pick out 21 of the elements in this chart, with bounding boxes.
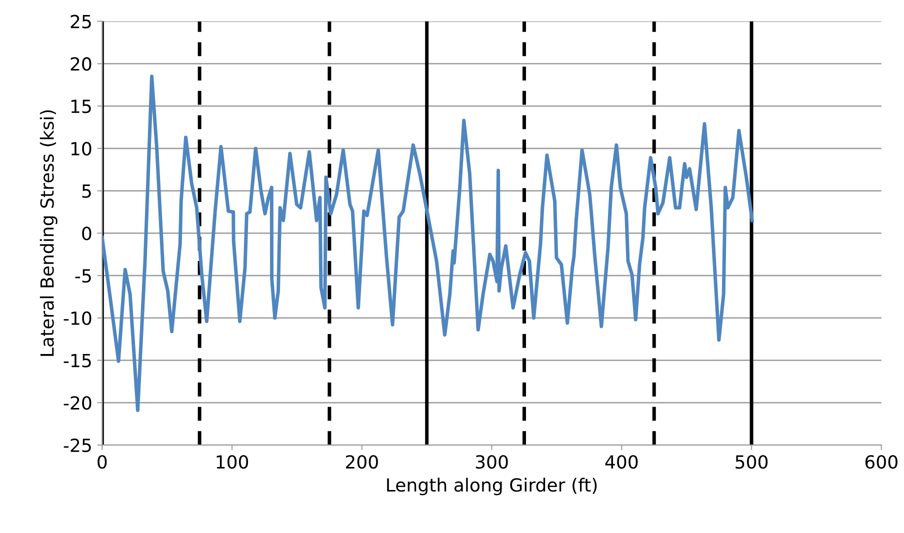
x-tick-label: 600 [865,455,898,469]
y-tick-label: -25 [64,438,91,452]
x-tick-label: 0 [98,455,107,469]
y-tick-label: 15 [71,100,91,114]
y-tick-label: -10 [64,311,92,326]
x-tick-label: 500 [736,455,768,469]
x-tick-label: 100 [216,455,248,469]
line-series [102,74,754,412]
x-tick-label: 300 [476,455,508,469]
x-axis-title: Length along Girder (ft) [387,478,597,496]
y-tick-label: 25 [70,14,91,28]
y-axis-title: Lateral Bending Stress (ksi) [40,110,58,356]
y-tick-label: 0 [82,226,92,240]
y-tick-label: -5 [75,269,91,283]
x-tick-label: 400 [605,455,638,469]
y-tick-label: -20 [64,396,92,410]
y-tick-label: 10 [71,142,92,156]
y-tick-label: -15 [64,354,91,368]
x-tick-label: 200 [346,455,378,469]
y-tick-label: 5 [82,184,91,198]
y-tick-label: 20 [70,57,92,71]
